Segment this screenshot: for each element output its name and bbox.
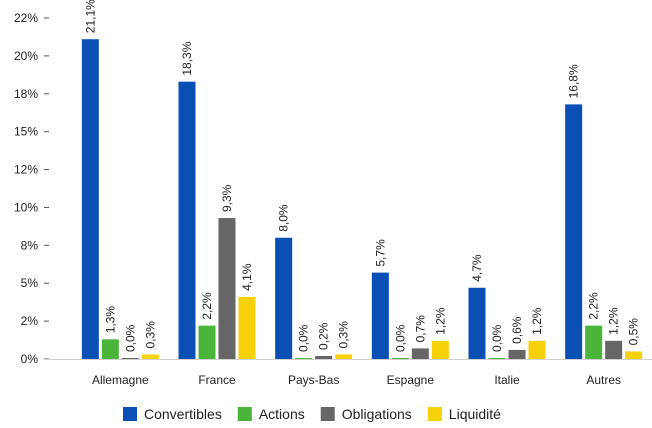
data-label: 1,2% (530, 307, 544, 335)
category-label: France (198, 373, 236, 387)
legend: Convertibles Actions Obligations Liquidité (123, 406, 501, 422)
category-label: Allemagne (92, 373, 149, 387)
data-label: 9,3% (220, 184, 234, 212)
y-axis: 0% 2% 5% 8% 10% 12% 15% 18% 20% 22% (14, 11, 652, 366)
data-label: 0,0% (490, 324, 504, 352)
data-label: 0,2% (317, 322, 331, 350)
data-label: 4,7% (470, 254, 484, 282)
data-label: 0,3% (143, 321, 157, 349)
data-label: 16,8% (567, 64, 581, 98)
bar-convertibles-espagne (371, 272, 389, 359)
data-label: 5,7% (373, 239, 387, 267)
data-label: 0,0% (393, 324, 407, 352)
bar-convertibles-allemagne (81, 39, 99, 360)
data-label: 0,6% (510, 316, 524, 344)
y-tick-label: 20% (14, 49, 38, 63)
bar-convertibles-pays-bas (275, 237, 293, 359)
data-label: 4,1% (240, 263, 254, 291)
data-label: 1,2% (607, 307, 621, 335)
bar-liquidité-allemagne (141, 354, 159, 359)
bar-liquidité-autres (625, 351, 643, 359)
bar-actions-allemagne (101, 339, 119, 359)
bar-obligations-france (218, 218, 236, 359)
data-label: 0,5% (627, 318, 641, 346)
category-label: Pays-Bas (288, 373, 339, 387)
bar-convertibles-france (178, 81, 196, 360)
bar-liquidité-italie (528, 340, 546, 359)
data-label: 21,1% (83, 0, 97, 33)
data-label: 8,0% (277, 204, 291, 232)
data-label: 1,2% (433, 307, 447, 335)
bar-actions-italie (488, 358, 506, 359)
legend-swatch (320, 407, 335, 421)
y-tick-label: 18% (14, 87, 38, 101)
data-label: 0,7% (413, 315, 427, 343)
data-label: 0,0% (297, 324, 311, 352)
bar-actions-espagne (391, 358, 409, 359)
legend-label: Liquidité (449, 406, 501, 422)
legend-label: Convertibles (144, 406, 222, 422)
y-tick-label: 10% (14, 200, 38, 214)
bars (81, 39, 643, 360)
bar-obligations-allemagne (121, 358, 139, 359)
bar-obligations-pays-bas (315, 355, 333, 359)
legend-label: Obligations (342, 406, 412, 422)
y-tick-label: 8% (21, 238, 39, 252)
data-label: 0,0% (123, 324, 137, 352)
y-tick-label: 0% (21, 352, 39, 366)
y-tick-label: 5% (21, 276, 39, 290)
category-label: Espagne (387, 373, 435, 387)
bar-convertibles-autres (565, 104, 583, 360)
legend-swatch (123, 407, 137, 421)
bar-actions-autres (585, 325, 603, 359)
bar-convertibles-italie (468, 287, 486, 359)
data-label: 2,2% (587, 292, 601, 320)
bar-actions-france (198, 325, 216, 359)
y-tick-label: 22% (14, 11, 38, 25)
data-label: 18,3% (180, 41, 194, 75)
legend-label: Actions (259, 406, 305, 422)
bar-liquidité-espagne (431, 340, 449, 359)
legend-swatch (237, 407, 252, 421)
data-label: 2,2% (200, 292, 214, 320)
y-tick-label: 12% (14, 163, 38, 177)
bar-obligations-italie (508, 349, 526, 359)
category-label: Italie (494, 373, 520, 387)
data-label: 1,3% (103, 306, 117, 334)
x-axis: Allemagne France Pays-Bas Espagne Italie Autr… (92, 373, 621, 387)
bar-liquidité-france (238, 296, 256, 359)
bar-liquidité-pays-bas (335, 354, 353, 359)
legend-swatch (427, 407, 442, 421)
bar-obligations-espagne (411, 348, 429, 359)
data-labels: 21,1% 1,3% 0,0% 0,3% 18,3% 2,2% 9,3% 4,1% 8,0% 0,… (83, 0, 640, 352)
data-label: 0,3% (337, 321, 351, 349)
bar-obligations-autres (605, 340, 623, 359)
y-tick-label: 15% (14, 125, 38, 139)
y-tick-label: 2% (21, 314, 39, 328)
category-label: Autres (586, 373, 621, 387)
bar-actions-pays-bas (295, 358, 313, 359)
